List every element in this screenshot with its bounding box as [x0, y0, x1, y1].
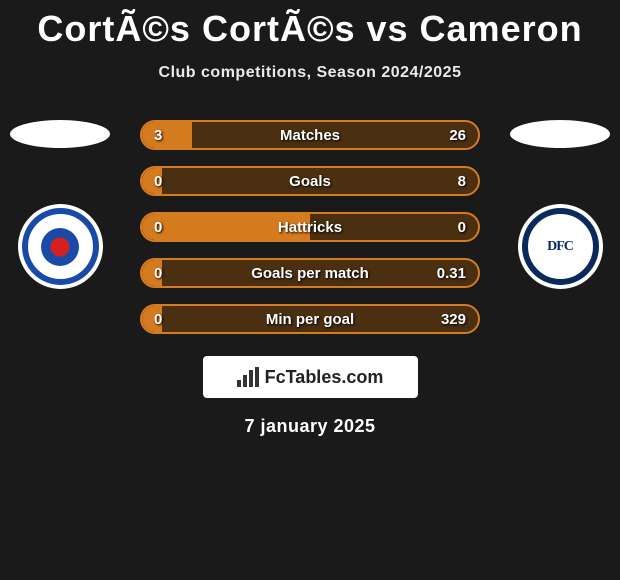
stat-right-value: 0.31 — [437, 265, 466, 282]
team-right-panel: DFC — [510, 120, 610, 289]
team-right-flag — [510, 120, 610, 148]
stat-right-value: 0 — [458, 219, 466, 236]
stat-row: 3Matches26 — [140, 120, 480, 150]
stats-area: DFC 3Matches260Goals80Hattricks00Goals p… — [0, 120, 620, 334]
stat-row: 0Goals per match0.31 — [140, 258, 480, 288]
stat-row: 0Min per goal329 — [140, 304, 480, 334]
bar-chart-icon — [237, 367, 259, 387]
team-left-panel — [10, 120, 110, 289]
stat-label: Goals per match — [142, 265, 478, 282]
team-left-crest — [18, 204, 103, 289]
team-right-crest: DFC — [518, 204, 603, 289]
stat-label: Goals — [142, 173, 478, 190]
page-date: 7 january 2025 — [0, 416, 620, 437]
stat-label: Min per goal — [142, 311, 478, 328]
team-left-flag — [10, 120, 110, 148]
stat-label: Matches — [142, 127, 478, 144]
stat-right-value: 26 — [449, 127, 466, 144]
crest-ring-icon — [22, 208, 99, 285]
fctables-label: FcTables.com — [265, 367, 384, 388]
stat-row: 0Hattricks0 — [140, 212, 480, 242]
crest-ring-icon — [522, 208, 599, 285]
page-subtitle: Club competitions, Season 2024/2025 — [0, 64, 620, 82]
fctables-badge[interactable]: FcTables.com — [203, 356, 418, 398]
stat-right-value: 8 — [458, 173, 466, 190]
stat-row: 0Goals8 — [140, 166, 480, 196]
stat-label: Hattricks — [142, 219, 478, 236]
stat-right-value: 329 — [441, 311, 466, 328]
page-title: CortÃ©s CortÃ©s vs Cameron — [0, 0, 620, 50]
stat-bars: 3Matches260Goals80Hattricks00Goals per m… — [140, 120, 480, 334]
